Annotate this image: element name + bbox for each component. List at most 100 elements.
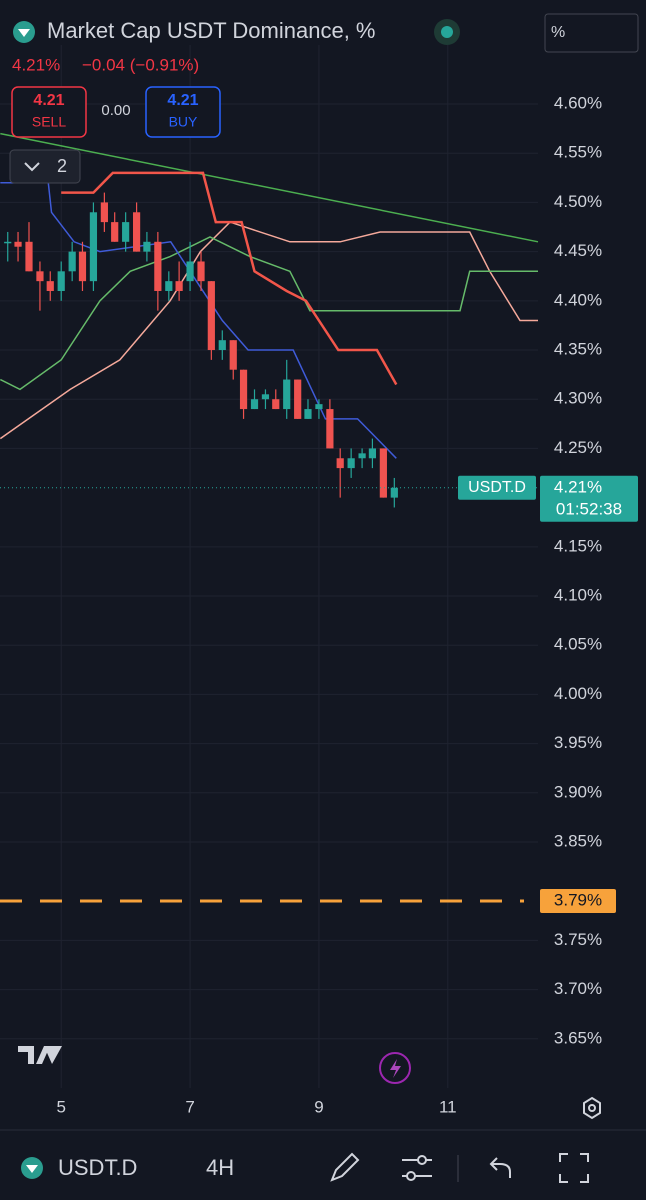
- buy-label: BUY: [169, 114, 198, 130]
- toolbar-interval[interactable]: 4H: [206, 1155, 234, 1180]
- candle-body: [272, 399, 280, 410]
- y-tick-label: 4.30%: [554, 389, 602, 408]
- market-status-dot: [441, 26, 453, 38]
- price-label-box: [540, 475, 638, 522]
- x-tick-label: 9: [314, 1097, 323, 1116]
- last-price: 4.21%: [12, 55, 60, 74]
- indicator-line: [0, 182, 397, 459]
- price-label: 4.21%: [554, 477, 602, 496]
- candle-body: [283, 379, 291, 410]
- alert-button[interactable]: [379, 1052, 411, 1084]
- candle-body: [46, 281, 54, 291]
- candle-body: [239, 369, 248, 410]
- indicators-count: 2: [57, 156, 67, 176]
- candle-body: [25, 241, 33, 272]
- spread: 0.00: [101, 102, 130, 119]
- toolbar-logo-mark: [26, 1165, 38, 1173]
- x-tick-label: 11: [439, 1097, 457, 1116]
- candle-body: [132, 212, 141, 252]
- indicator-line: [61, 171, 398, 386]
- symbol-label: USDT.D: [468, 479, 526, 496]
- candle-body: [304, 409, 312, 419]
- draw-button[interactable]: [330, 1152, 360, 1182]
- y-tick-label: 4.45%: [554, 241, 602, 260]
- candle-body: [207, 281, 215, 351]
- candle-body: [100, 202, 108, 223]
- symbol-label-box: [458, 475, 536, 500]
- chevron-icon: [24, 162, 40, 172]
- y-tick-label: 3.85%: [554, 831, 602, 850]
- settings-icon-dot: [588, 1104, 596, 1112]
- y-tick-label: 4.50%: [554, 192, 602, 211]
- buy-price: 4.21: [167, 92, 198, 109]
- candle-body: [122, 222, 130, 242]
- level-label-box: [540, 889, 616, 914]
- candle-body: [14, 241, 22, 247]
- x-tick-label: 7: [185, 1097, 194, 1116]
- candle-body: [358, 453, 366, 459]
- y-tick-label: 4.00%: [554, 684, 602, 703]
- indicators-toggle[interactable]: [9, 149, 81, 184]
- candle-body: [57, 271, 65, 291]
- candle-body: [197, 261, 205, 282]
- candle-body: [250, 399, 259, 410]
- candle-body: [175, 281, 183, 291]
- y-tick-label: 3.75%: [554, 930, 602, 949]
- buy-button[interactable]: [145, 86, 221, 138]
- x-tick-label: 5: [56, 1097, 65, 1116]
- settings-button[interactable]: [583, 1096, 601, 1120]
- candle-body: [143, 241, 151, 252]
- y-tick-label: 4.60%: [554, 94, 602, 113]
- indicator-line: [0, 236, 538, 391]
- price-change: −0.04 (−0.91%): [82, 55, 199, 74]
- candle-body: [261, 394, 270, 400]
- candle-body: [111, 222, 119, 242]
- candle-body: [336, 458, 344, 469]
- undo-button[interactable]: [489, 1157, 511, 1178]
- y-tick-label: 4.05%: [554, 635, 602, 654]
- y-tick-label: 4.55%: [554, 143, 602, 162]
- y-tick-label: 4.25%: [554, 438, 602, 457]
- candle-body: [379, 448, 387, 498]
- candle-body: [390, 487, 398, 498]
- candle-body: [315, 404, 323, 410]
- plot-area: 3.65% 3.70% 3.75% 3.85% 3.90% 3.95% 4.00% 4.05%…: [0, 45, 638, 1116]
- candle-body: [36, 271, 44, 282]
- unit-button[interactable]: [544, 13, 639, 53]
- candle-body: [229, 340, 237, 370]
- toolbar-symbol[interactable]: USDT.D: [58, 1155, 137, 1180]
- candle-body: [4, 241, 12, 244]
- countdown-label: 01:52:38: [556, 499, 622, 518]
- candle-body: [347, 458, 355, 469]
- symbol-logo-mark: [18, 29, 30, 37]
- candle-body: [154, 241, 162, 291]
- toolbar: [0, 1130, 646, 1200]
- sell-price: 4.21: [33, 92, 64, 109]
- candle-body: [186, 261, 194, 282]
- candle-body: [368, 448, 377, 459]
- sell-button[interactable]: [11, 86, 87, 138]
- candle-body: [294, 379, 302, 419]
- y-tick-label: 3.65%: [554, 1028, 602, 1047]
- candle-body: [68, 251, 76, 272]
- chart-title: Market Cap USDT Dominance, %: [47, 18, 376, 43]
- fullscreen-button[interactable]: [559, 1153, 589, 1183]
- candle-body: [326, 409, 334, 449]
- candle-body: [78, 251, 87, 282]
- tradingview-logo[interactable]: [18, 1046, 62, 1064]
- candle-body: [89, 212, 98, 282]
- level-label: 3.79%: [554, 891, 602, 910]
- y-tick-label: 4.40%: [554, 290, 602, 309]
- indicator-line: [0, 132, 539, 243]
- y-tick-label: 3.95%: [554, 733, 602, 752]
- indicator-settings-button[interactable]: [402, 1155, 432, 1181]
- unit-button-label: %: [551, 24, 565, 41]
- y-tick-label: 4.35%: [554, 340, 602, 359]
- y-tick-label: 3.90%: [554, 782, 602, 801]
- y-tick-label: 4.15%: [554, 536, 602, 555]
- y-tick-label: 4.10%: [554, 586, 602, 605]
- y-tick-label: 3.70%: [554, 979, 602, 998]
